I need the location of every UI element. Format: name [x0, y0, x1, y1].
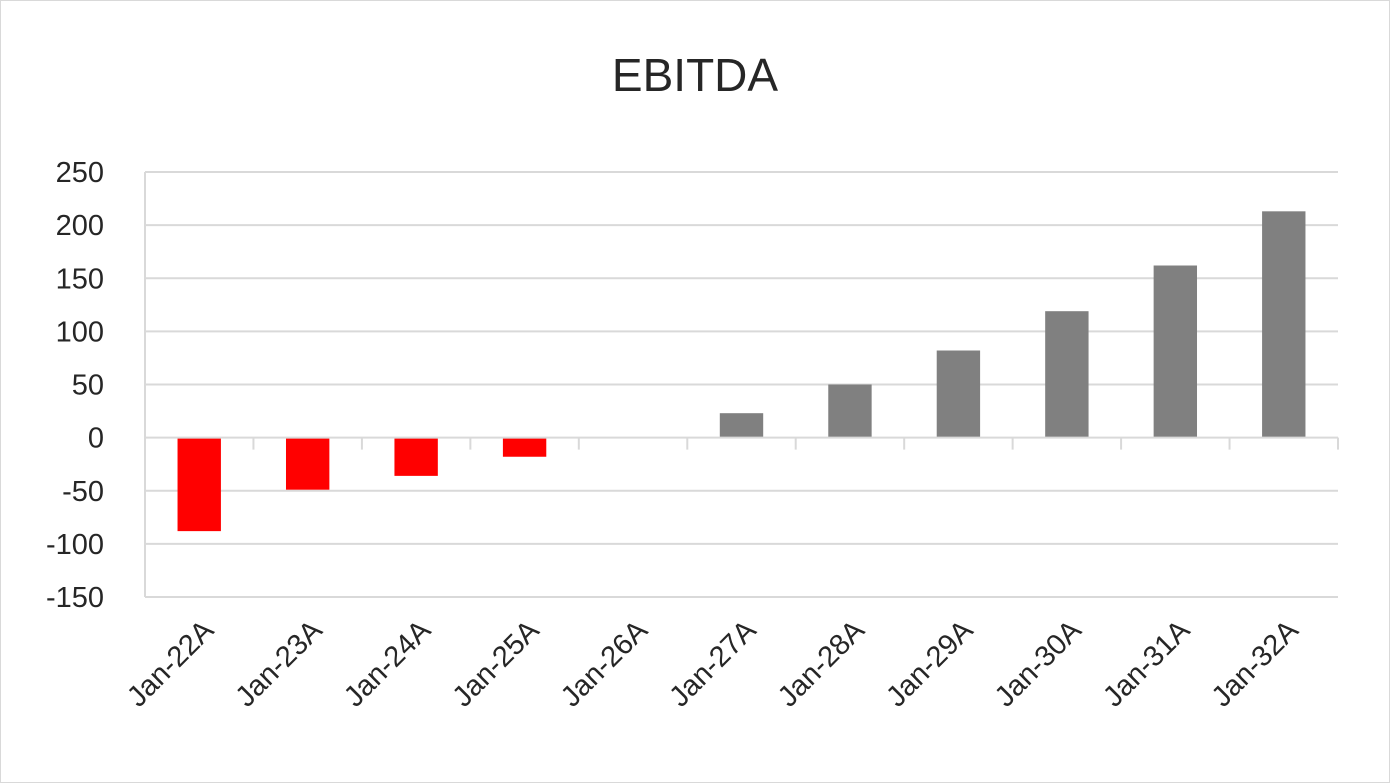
bar-jan-27a — [719, 413, 764, 438]
x-tick-label: Jan-30A — [989, 614, 1088, 713]
bar-jan-23a — [285, 437, 330, 490]
bar-jan-31a — [1153, 265, 1198, 438]
bar-jan-32a — [1262, 211, 1306, 438]
x-tick-label: Jan-28A — [772, 614, 871, 713]
y-tick-label: -150 — [46, 582, 104, 614]
bar-jan-29a — [936, 350, 981, 438]
chart-title: EBITDA — [611, 49, 779, 101]
x-tick-label: Jan-32A — [1206, 614, 1305, 713]
y-tick-label: 50 — [72, 370, 104, 402]
y-tick-label: -50 — [62, 476, 104, 508]
bar-jan-28a — [828, 384, 872, 438]
x-tick-label: Jan-29A — [880, 614, 979, 713]
x-tick-label: Jan-31A — [1097, 614, 1196, 713]
x-tick-label: Jan-26A — [555, 614, 654, 713]
bar-jan-22a — [177, 437, 221, 532]
y-tick-label: 100 — [56, 316, 104, 348]
y-tick-label: -100 — [46, 529, 104, 561]
bar-jan-24a — [394, 437, 438, 476]
gridlines — [145, 171, 1338, 598]
x-tick-label: Jan-25A — [447, 614, 546, 713]
x-tick-label: Jan-24A — [338, 614, 437, 713]
y-tick-label: 0 — [88, 423, 104, 455]
tick-labels: 250 200 150 100 50 0 -50 -100 -150 Jan-22A Jan-23A… — [46, 157, 1305, 713]
x-tick-label: Jan-27A — [663, 614, 762, 713]
y-tick-label: 150 — [56, 263, 104, 295]
axes — [144, 172, 1339, 597]
y-tick-label: 200 — [56, 210, 104, 242]
bars — [177, 211, 1306, 532]
x-tick-label: Jan-22A — [121, 614, 220, 713]
y-tick-label: 250 — [56, 157, 104, 189]
x-tick-label: Jan-23A — [230, 614, 329, 713]
bar-jan-25a — [502, 437, 547, 457]
bar-jan-30a — [1045, 311, 1089, 438]
